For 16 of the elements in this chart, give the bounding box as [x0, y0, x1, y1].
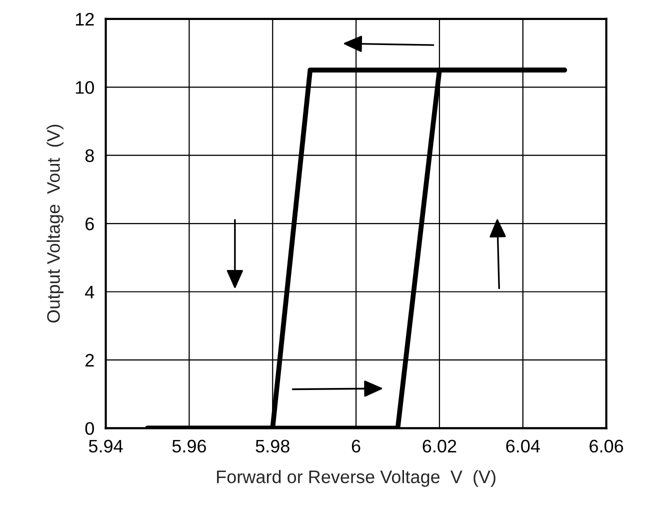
y-tick-label: 2 — [86, 354, 94, 366]
y-axis-title: Output Voltage Vout (V) — [46, 124, 64, 323]
y-tick-label: 10 — [76, 81, 94, 94]
x-axis-title: Forward or Reverse Voltage V (V) — [217, 470, 496, 487]
y-tick-label: 0 — [85, 422, 94, 435]
x-tick-label: 5.98 — [256, 440, 290, 453]
y-tick-label: 4 — [85, 286, 94, 298]
x-tick-label: 5.96 — [172, 440, 206, 453]
x-tick-label: 5.94 — [88, 440, 123, 453]
x-tick-label: 6 — [352, 440, 360, 453]
y-tick-label: 6 — [86, 217, 94, 230]
x-tick-label: 6.06 — [590, 440, 624, 453]
x-tick-label: 6.02 — [422, 440, 456, 453]
x-tick-label: 6.04 — [506, 440, 540, 453]
y-tick-label: 8 — [85, 149, 94, 162]
y-tick-label: 12 — [76, 12, 94, 26]
